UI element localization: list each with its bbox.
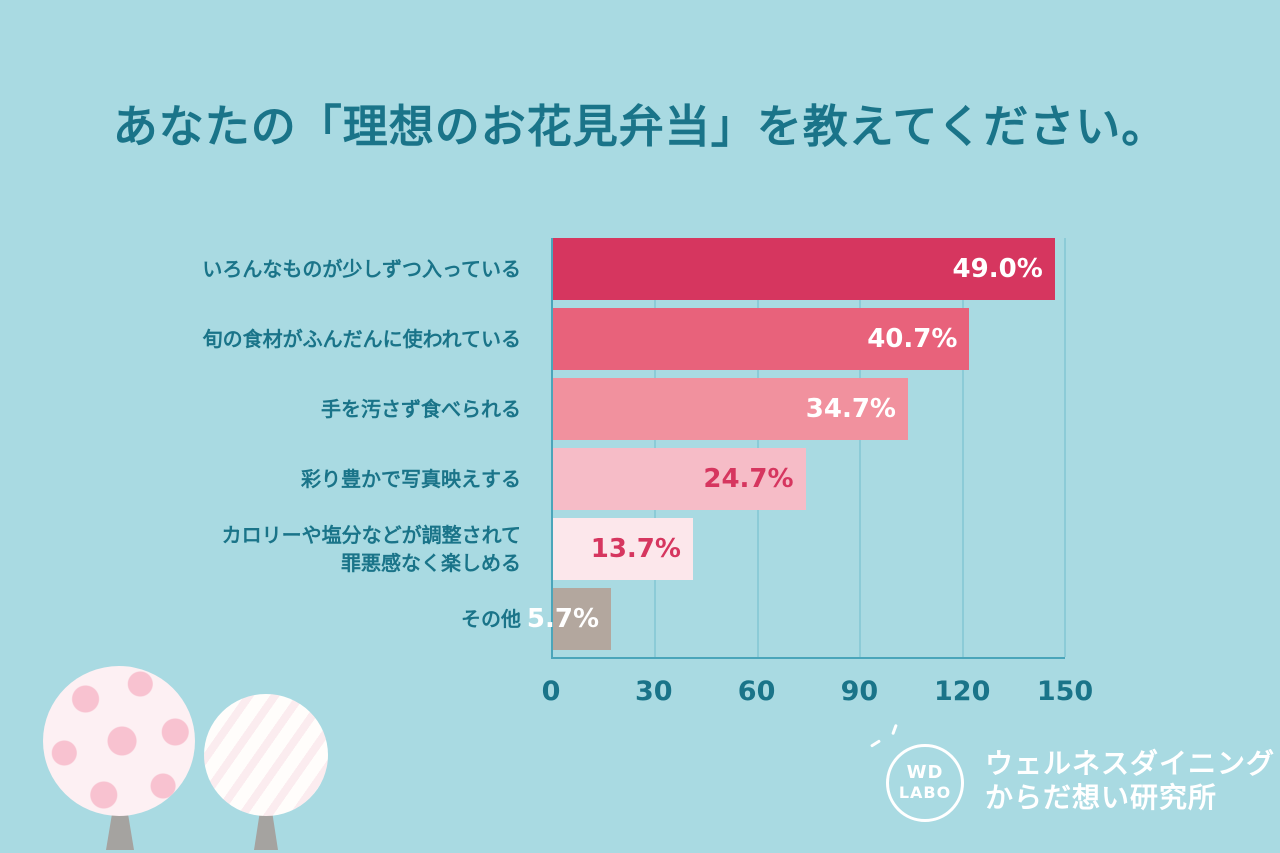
bar-6: 5.7% [527, 588, 612, 650]
cherry-blossom-tree-dotted-icon [43, 666, 195, 816]
category-label: いろんなものが少しずつ入っている [202, 257, 521, 281]
bar-4: 24.7% [553, 448, 806, 510]
bar-chart: いろんなものが少しずつ入っている 旬の食材がふんだんに使われている手を汚さず食べら… [0, 238, 1280, 738]
logo-text-labo: LABO [898, 783, 952, 803]
category-label: 彩り豊かで写真映えする [301, 467, 521, 491]
plot-area: 49.0% 40.7% 34.7% 24.7% 13.7% 5.7% [527, 238, 1066, 659]
gridline [1064, 238, 1066, 657]
x-tick-label: 60 [737, 676, 776, 707]
x-tick-label: 90 [840, 676, 879, 707]
x-tick-label: 120 [934, 676, 991, 707]
cherry-blossom-tree-striped-icon [204, 694, 328, 816]
logo-text-wd: WD [906, 762, 944, 784]
bar-value-label: 13.7% [590, 534, 681, 564]
bar-value-label: 49.0% [952, 254, 1043, 284]
category-label: 手を汚さず食べられる [321, 397, 521, 421]
org-name-line1: ウェルネスダイニング [985, 747, 1276, 780]
x-tick-label: 30 [635, 676, 673, 707]
bar-value-label: 34.7% [805, 394, 896, 424]
logo-sparkle-icon [870, 739, 881, 748]
category-label: その他 [461, 607, 521, 631]
category-labels: いろんなものが少しずつ入っている 旬の食材がふんだんに使われている手を汚さず食べら… [0, 238, 521, 659]
bar-2: 40.7% [553, 308, 970, 370]
gridline [654, 238, 657, 657]
bar-value-label: 24.7% [703, 464, 794, 494]
page-title: あなたの「理想のお花見弁当」を教えてください。 [112, 100, 1168, 153]
bar-1: 49.0% [553, 238, 1055, 300]
category-label: カロリーや塩分などが調整されて 罪悪感なく楽しめる [221, 523, 521, 575]
gridline [859, 238, 862, 657]
gridline [756, 238, 759, 657]
bar-5: 13.7% [553, 518, 693, 580]
category-label: 旬の食材がふんだんに使われている [202, 327, 521, 351]
bar-value-label: 40.7% [867, 324, 958, 354]
bar-3: 34.7% [553, 378, 908, 440]
gridlines [553, 238, 1066, 657]
x-tick-label: 0 [541, 676, 561, 707]
x-axis: 0 30 60 90 120 150 [542, 676, 1094, 716]
organization-name: ウェルネスダイニング からだ想い研究所 [985, 747, 1275, 814]
x-tick-label: 150 [1036, 676, 1094, 707]
org-name-line2: からだ想い研究所 [985, 780, 1218, 814]
bar-value-label: 5.7% [526, 604, 600, 634]
gridline [961, 238, 964, 657]
wd-labo-logo: WD LABO [886, 744, 964, 822]
